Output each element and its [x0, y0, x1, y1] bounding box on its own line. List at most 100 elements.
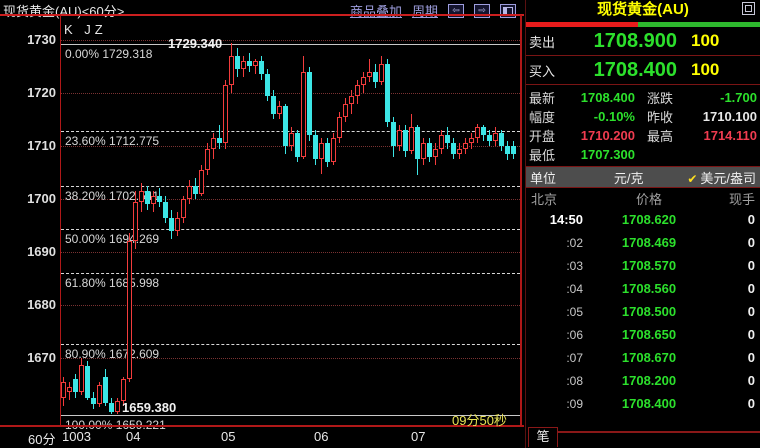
candlestick-chart[interactable]: 1730 1720 1710 1700 1690 1680 1670 0.00% 1729.3… — [0, 0, 524, 448]
candle[interactable] — [385, 63, 390, 123]
candle[interactable] — [271, 95, 276, 115]
candle[interactable] — [229, 55, 234, 86]
candle[interactable] — [451, 143, 456, 154]
candle[interactable] — [391, 122, 396, 146]
candle[interactable] — [181, 199, 186, 218]
tick-row[interactable]: :09 1708.400 0 — [526, 392, 760, 415]
candle[interactable] — [235, 55, 240, 70]
candle[interactable] — [445, 135, 450, 144]
restore-window-icon[interactable] — [742, 2, 755, 15]
candle[interactable] — [493, 132, 498, 141]
candle[interactable] — [79, 364, 84, 393]
candle[interactable] — [409, 127, 414, 152]
candle[interactable] — [511, 146, 516, 155]
unit-selector-row[interactable]: 单位 元/克 ✔ 美元/盎司 — [526, 166, 760, 188]
candle[interactable] — [253, 61, 258, 67]
candle[interactable] — [217, 138, 222, 144]
sell-quote-row[interactable]: 卖出 1708.900 100 — [526, 27, 760, 55]
fib-level-label: 23.60% 1712.775 — [65, 134, 160, 149]
candle[interactable] — [85, 365, 90, 398]
tick-row[interactable]: :05 1708.500 0 — [526, 300, 760, 323]
unit-option-ounce[interactable]: ✔ 美元/盎司 — [687, 170, 756, 186]
candle[interactable] — [379, 63, 384, 83]
candle[interactable] — [337, 116, 342, 139]
candle[interactable] — [457, 148, 462, 154]
candle[interactable] — [463, 143, 468, 149]
candle[interactable] — [223, 85, 228, 144]
candle[interactable] — [97, 384, 102, 405]
candle[interactable] — [295, 132, 300, 157]
candle[interactable] — [427, 143, 432, 157]
candle[interactable] — [259, 61, 264, 75]
candle[interactable] — [289, 132, 294, 146]
candle[interactable] — [115, 401, 120, 412]
candle[interactable] — [67, 387, 72, 393]
candle[interactable] — [433, 148, 438, 157]
candle[interactable] — [145, 191, 150, 205]
candle[interactable] — [355, 85, 360, 96]
candle[interactable] — [265, 74, 270, 96]
candle[interactable] — [103, 376, 108, 404]
candle[interactable] — [403, 130, 408, 152]
candle[interactable] — [139, 191, 144, 202]
candle[interactable] — [277, 106, 282, 115]
candle[interactable] — [283, 106, 288, 146]
unit-option-gram[interactable]: 元/克 — [613, 170, 644, 186]
tick-row[interactable]: :03 1708.570 0 — [526, 254, 760, 277]
tick-table-header: 北京 价格 现手 — [526, 188, 760, 208]
candle[interactable] — [127, 241, 132, 380]
candle[interactable] — [205, 148, 210, 170]
candle[interactable] — [109, 403, 114, 412]
x-axis-label: 1003 — [62, 429, 91, 444]
tick-time: :02 — [566, 235, 583, 250]
tick-row[interactable]: :02 1708.469 0 — [526, 231, 760, 254]
candle[interactable] — [367, 71, 372, 78]
candle[interactable] — [499, 132, 504, 146]
tick-row[interactable]: :07 1708.670 0 — [526, 346, 760, 369]
candle[interactable] — [133, 201, 138, 242]
candle[interactable] — [169, 217, 174, 231]
candle[interactable] — [319, 143, 324, 160]
tick-row[interactable]: :08 1708.200 0 — [526, 369, 760, 392]
tick-row[interactable]: :04 1708.560 0 — [526, 277, 760, 300]
stat-label: 最新 — [529, 91, 556, 106]
candle[interactable] — [469, 138, 474, 144]
candle[interactable] — [421, 143, 426, 160]
candle[interactable] — [481, 127, 486, 136]
candle[interactable] — [505, 146, 510, 154]
candle[interactable] — [439, 135, 444, 149]
candle[interactable] — [151, 196, 156, 205]
candle[interactable] — [73, 379, 78, 393]
candle[interactable] — [193, 185, 198, 194]
chart-left-border — [60, 15, 61, 425]
candle[interactable] — [301, 71, 306, 157]
candle[interactable] — [373, 71, 378, 83]
tick-row[interactable]: 14:50 1708.620 0 — [526, 208, 760, 231]
chart-x-axis-line — [0, 425, 524, 427]
candle[interactable] — [187, 185, 192, 199]
candle[interactable] — [415, 127, 420, 160]
candle[interactable] — [121, 379, 126, 402]
tab-tick[interactable]: 笔 — [528, 427, 558, 447]
candle[interactable] — [475, 127, 480, 139]
candle[interactable] — [163, 201, 168, 218]
candle[interactable] — [361, 77, 366, 86]
candle[interactable] — [199, 169, 204, 194]
candle[interactable] — [313, 135, 318, 160]
candle[interactable] — [343, 103, 348, 117]
tick-row[interactable]: :06 1708.650 0 — [526, 323, 760, 346]
candle[interactable] — [175, 217, 180, 231]
candle[interactable] — [349, 95, 354, 104]
candle[interactable] — [397, 130, 402, 146]
candle[interactable] — [487, 135, 492, 141]
candle[interactable] — [91, 397, 96, 405]
candle[interactable] — [61, 381, 66, 398]
candle[interactable] — [211, 138, 216, 149]
candle[interactable] — [331, 138, 336, 162]
candle[interactable] — [247, 61, 252, 67]
buy-quote-row[interactable]: 买入 1708.400 100 — [526, 56, 760, 84]
candle[interactable] — [157, 196, 162, 202]
candle[interactable] — [307, 71, 312, 136]
candle[interactable] — [241, 61, 246, 70]
candle[interactable] — [325, 143, 330, 162]
